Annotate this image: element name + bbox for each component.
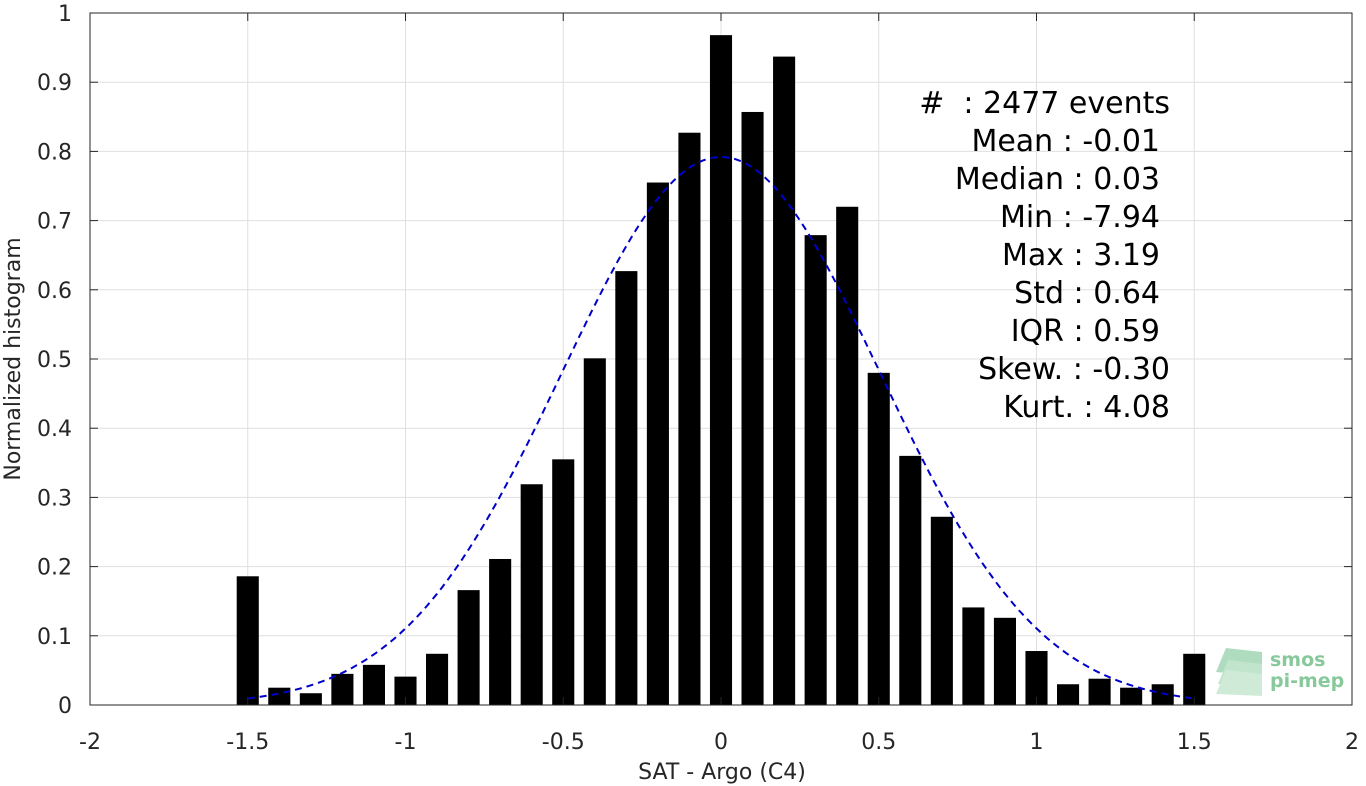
y-tick-label: 0.6 bbox=[37, 279, 72, 304]
y-tick-label: 0.1 bbox=[37, 625, 72, 650]
histogram-bar bbox=[930, 516, 953, 705]
x-tick-label: 1 bbox=[1030, 730, 1044, 755]
histogram-bar bbox=[1120, 687, 1143, 705]
histogram-bar bbox=[773, 56, 796, 705]
y-axis-label: Normalized histogram bbox=[1, 237, 26, 480]
y-tick-label: 0.7 bbox=[37, 210, 72, 235]
histogram-bar bbox=[268, 687, 291, 705]
y-tick-label: 0.2 bbox=[37, 556, 72, 581]
x-tick-label: -1 bbox=[395, 730, 417, 755]
stat-std: Std : 0.64 bbox=[1014, 276, 1160, 311]
histogram-bar bbox=[678, 132, 701, 705]
histogram-bar bbox=[489, 558, 512, 705]
histogram-bar bbox=[552, 459, 575, 705]
y-tick-label: 0.4 bbox=[37, 417, 72, 442]
x-axis-label: SAT - Argo (C4) bbox=[638, 760, 806, 785]
histogram-bar bbox=[962, 607, 985, 705]
histogram-bar bbox=[709, 35, 733, 706]
y-tick-label: 0.5 bbox=[37, 348, 72, 373]
histogram-bar bbox=[1151, 684, 1174, 705]
histogram-bar bbox=[457, 590, 480, 705]
histogram-bar bbox=[394, 676, 417, 705]
x-tick-label: 1.5 bbox=[1177, 730, 1212, 755]
histogram-bar bbox=[362, 664, 385, 705]
y-tick-label: 0.8 bbox=[37, 140, 72, 165]
histogram-bar bbox=[804, 235, 827, 705]
histogram-bar bbox=[741, 111, 764, 706]
statistics-annotation: # : 2477 events Mean : -0.01 Median : 0.… bbox=[919, 86, 1170, 425]
x-tick-label: 0.5 bbox=[861, 730, 896, 755]
histogram-bar bbox=[1088, 678, 1111, 705]
histogram-bar bbox=[867, 372, 890, 705]
y-tick-label: 0 bbox=[58, 694, 72, 719]
logo-wave-icon bbox=[1216, 648, 1262, 696]
y-tick-label: 0.3 bbox=[37, 486, 72, 511]
smos-pi-mep-logo: smos pi-mep bbox=[1216, 648, 1344, 696]
histogram-bar bbox=[1057, 684, 1080, 705]
histogram-bar bbox=[993, 617, 1016, 705]
x-tick-label: -1.5 bbox=[226, 730, 269, 755]
x-axis-ticks: -2 -1.5 -1 -0.5 0 0.5 1 1.5 2 bbox=[79, 13, 1359, 755]
logo-line1: smos bbox=[1270, 649, 1325, 671]
histogram-bar bbox=[583, 358, 606, 705]
x-tick-label: 2 bbox=[1345, 730, 1359, 755]
stat-kurt: Kurt. : 4.08 bbox=[1003, 390, 1170, 425]
y-axis-ticks: 0 0.1 0.2 0.3 0.4 0.5 0.6 0.7 0.8 0.9 1 bbox=[37, 2, 1352, 719]
histogram-bars bbox=[236, 35, 1206, 706]
x-tick-label: -0.5 bbox=[542, 730, 585, 755]
x-tick-label: -2 bbox=[79, 730, 101, 755]
logo-line2: pi-mep bbox=[1270, 670, 1344, 692]
histogram-bar bbox=[426, 653, 449, 705]
histogram-bar bbox=[1025, 651, 1048, 705]
x-tick-label: 0 bbox=[714, 730, 728, 755]
stat-median: Median : 0.03 bbox=[955, 162, 1160, 197]
stat-min: Min : -7.94 bbox=[1000, 200, 1160, 235]
stat-count: # : 2477 events bbox=[919, 86, 1170, 121]
stat-max: Max : 3.19 bbox=[1002, 238, 1160, 273]
histogram-bar bbox=[836, 206, 859, 705]
stat-skew: Skew. : -0.30 bbox=[978, 352, 1170, 387]
histogram-bar bbox=[615, 271, 638, 705]
stat-iqr: IQR : 0.59 bbox=[1011, 314, 1160, 349]
y-tick-label: 1 bbox=[58, 2, 72, 27]
histogram-bar bbox=[1183, 653, 1206, 705]
histogram-bar bbox=[520, 484, 543, 705]
histogram-bar bbox=[646, 182, 669, 706]
histogram-bar bbox=[899, 455, 922, 705]
gaussian-fit-curve bbox=[247, 155, 1195, 700]
y-tick-label: 0.9 bbox=[37, 71, 72, 96]
stat-mean: Mean : -0.01 bbox=[971, 124, 1160, 159]
histogram-bar bbox=[331, 673, 354, 705]
histogram-bar bbox=[236, 576, 259, 705]
histogram-bar bbox=[299, 693, 322, 705]
